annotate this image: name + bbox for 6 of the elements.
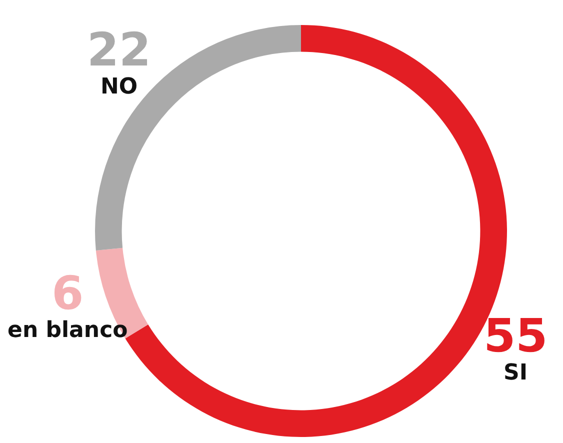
slice-label: SI xyxy=(504,360,528,386)
slice-label: en blanco xyxy=(8,318,128,343)
slice-label: NO xyxy=(100,74,138,100)
data-label: 22 xyxy=(87,22,152,76)
data-label: 6 xyxy=(52,266,84,320)
data-label: 55 xyxy=(484,308,548,362)
